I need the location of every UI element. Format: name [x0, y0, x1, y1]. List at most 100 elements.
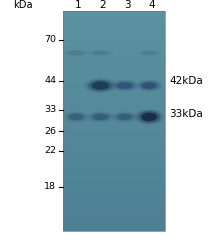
Text: 70: 70	[44, 35, 56, 44]
Bar	[63, 75, 165, 77]
Bar	[63, 24, 165, 26]
Bar	[63, 215, 165, 217]
Bar	[63, 208, 165, 209]
Bar	[63, 226, 165, 228]
Bar	[63, 38, 165, 40]
Bar	[63, 40, 165, 42]
Bar	[63, 156, 165, 158]
Bar	[63, 60, 165, 62]
Bar	[63, 149, 165, 150]
Bar	[63, 125, 165, 127]
Bar	[63, 200, 165, 202]
Bar	[63, 138, 165, 140]
Bar	[63, 88, 165, 90]
Bar	[63, 209, 165, 211]
Ellipse shape	[69, 114, 84, 120]
Bar	[63, 165, 165, 167]
Bar	[63, 62, 165, 64]
Ellipse shape	[117, 82, 133, 89]
Ellipse shape	[142, 82, 157, 89]
Bar	[63, 211, 165, 213]
Text: 4: 4	[148, 0, 155, 10]
Bar	[63, 116, 165, 117]
Bar	[63, 147, 165, 149]
Ellipse shape	[111, 111, 138, 122]
Text: 44: 44	[44, 76, 56, 85]
Bar	[63, 196, 165, 198]
Bar	[63, 130, 165, 132]
Bar	[63, 128, 165, 130]
Bar	[63, 103, 165, 105]
Ellipse shape	[86, 111, 115, 122]
Ellipse shape	[65, 50, 88, 56]
Ellipse shape	[142, 51, 157, 55]
Bar	[63, 206, 165, 208]
Bar	[63, 132, 165, 134]
Bar	[63, 213, 165, 215]
Bar	[63, 228, 165, 229]
Bar	[63, 26, 165, 27]
Bar	[63, 198, 165, 200]
Bar	[63, 20, 165, 22]
Text: 33kDa: 33kDa	[169, 109, 203, 120]
Ellipse shape	[68, 51, 84, 55]
Bar	[63, 185, 165, 187]
Ellipse shape	[93, 51, 108, 55]
Text: 2: 2	[99, 0, 106, 10]
Bar	[63, 95, 165, 97]
Text: 42kDa: 42kDa	[169, 76, 203, 86]
Bar	[63, 55, 165, 57]
Bar	[63, 169, 165, 171]
Bar	[63, 140, 165, 141]
Bar	[63, 123, 165, 125]
Bar	[63, 48, 165, 49]
Bar	[63, 105, 165, 107]
Bar	[63, 70, 165, 72]
Bar	[63, 219, 165, 220]
Ellipse shape	[117, 114, 132, 120]
Text: 26: 26	[44, 127, 56, 136]
Bar	[63, 27, 165, 29]
Ellipse shape	[93, 114, 109, 120]
Bar	[63, 44, 165, 46]
Bar	[63, 99, 165, 101]
Bar	[63, 35, 165, 37]
Ellipse shape	[141, 113, 157, 121]
Bar	[63, 29, 165, 31]
Bar	[63, 66, 165, 68]
Bar	[63, 82, 165, 84]
Bar	[63, 217, 165, 219]
Bar	[63, 127, 165, 128]
Bar	[63, 119, 165, 121]
Bar	[63, 110, 165, 112]
Bar	[63, 174, 165, 176]
Bar	[63, 33, 165, 35]
Bar	[63, 72, 165, 73]
Ellipse shape	[114, 81, 136, 90]
Bar	[63, 180, 165, 182]
Bar	[63, 160, 165, 161]
Bar	[63, 114, 165, 116]
Bar	[63, 224, 165, 226]
Bar	[63, 176, 165, 178]
Bar	[63, 53, 165, 55]
Bar	[63, 220, 165, 222]
Ellipse shape	[136, 80, 163, 92]
Bar	[63, 51, 165, 53]
Bar	[63, 94, 165, 95]
Bar	[63, 31, 165, 33]
Ellipse shape	[135, 109, 164, 124]
Bar	[63, 161, 165, 163]
Bar	[63, 90, 165, 92]
Ellipse shape	[66, 113, 87, 121]
Text: kDa: kDa	[13, 0, 33, 10]
Bar	[63, 187, 165, 189]
Bar	[63, 182, 165, 184]
Bar	[63, 97, 165, 99]
Ellipse shape	[63, 111, 90, 122]
Bar	[63, 79, 165, 81]
Bar	[63, 189, 165, 191]
Bar	[63, 195, 165, 196]
Ellipse shape	[90, 113, 112, 121]
Bar	[63, 64, 165, 66]
